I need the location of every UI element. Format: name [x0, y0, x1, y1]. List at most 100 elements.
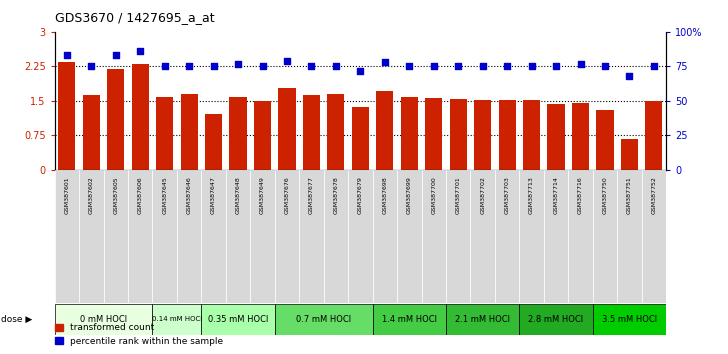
Bar	[544, 170, 569, 303]
Text: GSM387752: GSM387752	[652, 177, 657, 215]
Point	[257, 64, 269, 69]
Text: GSM387676: GSM387676	[285, 177, 290, 214]
Bar	[373, 304, 446, 335]
Bar	[250, 170, 274, 303]
Text: GSM387602: GSM387602	[89, 177, 94, 214]
Text: GSM387677: GSM387677	[309, 177, 314, 215]
Bar	[328, 94, 344, 170]
Point	[207, 64, 219, 69]
Point	[306, 64, 317, 69]
Bar	[446, 170, 470, 303]
Bar	[229, 97, 247, 170]
Text: GSM387702: GSM387702	[480, 177, 485, 215]
Bar	[400, 97, 418, 170]
Point	[648, 64, 660, 69]
Bar	[373, 170, 397, 303]
Point	[61, 52, 73, 58]
Point	[403, 64, 415, 69]
Bar	[79, 170, 103, 303]
Bar	[202, 170, 226, 303]
Text: GSM387714: GSM387714	[553, 177, 558, 215]
Text: GSM387679: GSM387679	[358, 177, 363, 215]
Bar	[58, 62, 76, 170]
Text: GSM387648: GSM387648	[236, 177, 240, 214]
Bar	[202, 304, 274, 335]
Bar	[422, 170, 446, 303]
Text: 0 mM HOCl: 0 mM HOCl	[80, 315, 127, 324]
Point	[159, 64, 170, 69]
Bar	[621, 139, 638, 170]
Bar	[519, 170, 544, 303]
Point	[624, 73, 636, 79]
Bar	[376, 91, 393, 170]
Point	[355, 68, 366, 73]
Text: GSM387698: GSM387698	[382, 177, 387, 214]
Text: dose ▶: dose ▶	[1, 315, 33, 324]
Bar	[226, 170, 250, 303]
Text: GSM387701: GSM387701	[456, 177, 461, 214]
Text: 3.5 mM HOCl: 3.5 mM HOCl	[602, 315, 657, 324]
Bar	[593, 304, 666, 335]
Bar	[83, 95, 100, 170]
Bar	[397, 170, 422, 303]
Bar	[617, 170, 641, 303]
Bar	[303, 95, 320, 170]
Bar	[352, 107, 369, 170]
Point	[232, 61, 244, 67]
Bar	[152, 170, 177, 303]
Text: GSM387647: GSM387647	[211, 177, 216, 215]
Bar	[299, 170, 324, 303]
Bar	[156, 97, 173, 170]
Point	[110, 52, 122, 58]
Bar	[569, 170, 593, 303]
Text: GSM387645: GSM387645	[162, 177, 167, 214]
Bar	[474, 99, 491, 170]
Point	[452, 64, 464, 69]
Text: GSM387750: GSM387750	[603, 177, 607, 214]
Text: 0.35 mM HOCl: 0.35 mM HOCl	[208, 315, 268, 324]
Bar	[55, 304, 152, 335]
Text: 2.1 mM HOCl: 2.1 mM HOCl	[455, 315, 510, 324]
Text: GSM387700: GSM387700	[431, 177, 436, 214]
Point	[85, 64, 97, 69]
Text: 1.4 mM HOCl: 1.4 mM HOCl	[381, 315, 437, 324]
Bar	[348, 170, 373, 303]
Bar	[593, 170, 617, 303]
Point	[599, 64, 611, 69]
Bar	[132, 64, 149, 170]
Bar	[254, 101, 271, 170]
Text: GDS3670 / 1427695_a_at: GDS3670 / 1427695_a_at	[55, 11, 214, 24]
Text: GSM387751: GSM387751	[627, 177, 632, 214]
Text: GSM387601: GSM387601	[64, 177, 69, 214]
Text: GSM387678: GSM387678	[333, 177, 339, 214]
Bar	[128, 170, 152, 303]
Point	[330, 64, 341, 69]
Bar	[572, 103, 589, 170]
Text: GSM387716: GSM387716	[578, 177, 583, 214]
Text: 0.14 mM HOCl: 0.14 mM HOCl	[151, 316, 202, 322]
Bar	[450, 98, 467, 170]
Bar	[523, 100, 540, 170]
Bar	[274, 304, 373, 335]
Text: 2.8 mM HOCl: 2.8 mM HOCl	[529, 315, 584, 324]
Point	[281, 58, 293, 64]
Point	[574, 61, 586, 67]
Bar	[177, 170, 202, 303]
Bar	[55, 170, 79, 303]
Bar	[499, 100, 515, 170]
Point	[379, 59, 391, 65]
Text: GSM387606: GSM387606	[138, 177, 143, 214]
Bar	[446, 304, 519, 335]
Text: GSM387646: GSM387646	[186, 177, 191, 214]
Bar	[181, 94, 198, 170]
Bar	[107, 69, 124, 170]
Point	[428, 64, 440, 69]
Bar	[205, 114, 222, 170]
Legend: transformed count, percentile rank within the sample: transformed count, percentile rank withi…	[52, 320, 226, 349]
Point	[477, 64, 488, 69]
Bar	[152, 304, 202, 335]
Point	[502, 64, 513, 69]
Bar	[547, 104, 565, 170]
Bar	[495, 170, 519, 303]
Bar	[278, 88, 296, 170]
